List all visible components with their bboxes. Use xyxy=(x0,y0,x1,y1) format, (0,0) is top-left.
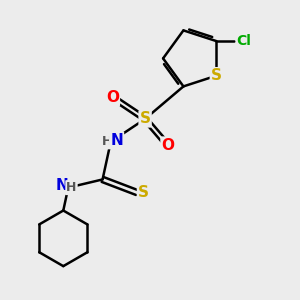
Text: S: S xyxy=(140,111,151,126)
Text: H: H xyxy=(102,135,113,148)
Text: N: N xyxy=(56,178,69,194)
Text: H: H xyxy=(66,181,77,194)
Text: S: S xyxy=(138,185,149,200)
Text: O: O xyxy=(106,90,119,105)
Text: N: N xyxy=(110,133,123,148)
Text: S: S xyxy=(211,68,222,83)
Text: O: O xyxy=(161,138,175,153)
Text: Cl: Cl xyxy=(237,34,252,48)
